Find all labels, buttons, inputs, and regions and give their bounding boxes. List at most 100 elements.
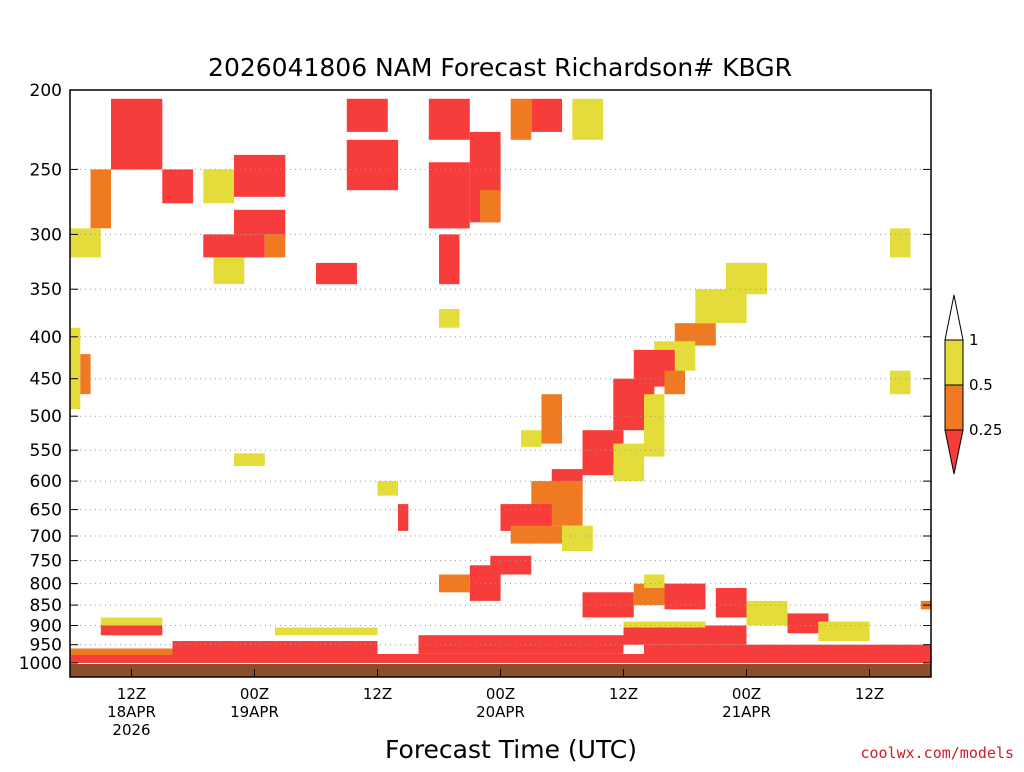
y-tick-label-800: 800 xyxy=(30,575,62,595)
heatmap-cells xyxy=(70,98,932,663)
heatmap-cell-7 xyxy=(203,234,265,258)
heatmap-cell-64 xyxy=(100,625,163,636)
legend-bin-025-05 xyxy=(944,384,964,431)
heatmap-cell-42 xyxy=(234,453,265,466)
heatmap-cell-5 xyxy=(234,154,286,197)
heatmap-cell-3 xyxy=(162,169,194,204)
heatmap-cell-15 xyxy=(439,234,460,285)
heatmap-cell-19 xyxy=(531,98,563,132)
legend-label-0: 1 xyxy=(969,331,979,349)
heatmap-cell-48 xyxy=(490,555,532,575)
y-tick-label-600: 600 xyxy=(30,472,62,492)
y-tick-label-650: 650 xyxy=(30,501,62,521)
heatmap-cell-31 xyxy=(613,443,645,482)
heatmap-cell-44 xyxy=(398,504,409,531)
heatmap-cell-0 xyxy=(111,98,163,170)
heatmap-cell-29 xyxy=(644,394,665,457)
x-tick-label-1-0: 00Z xyxy=(240,685,269,703)
x-tick-label-4-0: 12Z xyxy=(609,685,638,703)
heatmap-cell-32 xyxy=(541,394,562,444)
heatmap-cell-27 xyxy=(664,370,685,395)
heatmap-cell-1 xyxy=(90,169,111,229)
heatmap-cell-10 xyxy=(316,262,357,285)
heatmap-cell-14 xyxy=(428,162,470,229)
heatmap-cell-11 xyxy=(346,98,388,132)
heatmap-cell-20 xyxy=(572,98,604,140)
credit-text: coolwx.com/models xyxy=(860,744,1014,762)
heatmap-cell-63 xyxy=(100,617,163,626)
heatmap-cell-67 xyxy=(623,621,706,628)
heatmap-cell-24 xyxy=(674,323,716,346)
heatmap-cell-54 xyxy=(746,600,788,626)
x-tick-label-0-0: 12Z xyxy=(117,685,146,703)
y-tick-label-250: 250 xyxy=(30,160,62,180)
heatmap-cell-4 xyxy=(203,169,235,204)
y-tick-label-300: 300 xyxy=(30,225,62,245)
x-tick-label-3-1: 20APR xyxy=(476,703,525,721)
heatmap-cell-65 xyxy=(275,627,378,636)
x-axis-label: Forecast Time (UTC) xyxy=(385,735,637,764)
y-tick-label-350: 350 xyxy=(30,280,62,300)
y-tick-label-550: 550 xyxy=(30,441,62,461)
heatmap-cell-51 xyxy=(644,574,665,588)
heatmap-cell-13 xyxy=(428,98,470,140)
heatmap-cell-41 xyxy=(890,370,911,395)
x-tick-label-5-0: 00Z xyxy=(732,685,761,703)
y-axis-ticks: 200 250 300 350 400 450 500 550 600 650 700 750 8008… xyxy=(19,81,931,674)
x-tick-label-0-2: 2026 xyxy=(112,721,150,739)
y-tick-label-1000: 1000 xyxy=(19,654,62,674)
heatmap-cell-9 xyxy=(213,257,245,285)
heatmap-cell-40 xyxy=(80,354,91,395)
heatmap-cell-39 xyxy=(70,327,81,410)
x-tick-label-5-1: 21APR xyxy=(722,703,771,721)
heatmap-cell-58 xyxy=(70,654,931,663)
heatmap-cell-17 xyxy=(480,190,501,223)
legend-bin-lt025 xyxy=(944,429,964,475)
legend-label-2: 0.25 xyxy=(969,421,1002,439)
heatmap-cell-61 xyxy=(644,644,931,658)
heatmap-cell-23 xyxy=(695,289,747,324)
y-tick-label-850: 850 xyxy=(30,596,62,616)
legend-bin-05-1 xyxy=(944,339,964,386)
chart-title: 2026041806 NAM Forecast Richardson# KBGR xyxy=(208,53,792,82)
heatmap-cell-53 xyxy=(715,588,747,618)
heatmap-cell-43 xyxy=(377,481,398,496)
heatmap-cell-21 xyxy=(439,309,460,328)
pressure-gridlines xyxy=(70,168,931,646)
heatmap-cell-45 xyxy=(890,228,911,258)
heatmap-cell-6 xyxy=(234,209,286,235)
heatmap-cell-56 xyxy=(818,621,870,641)
legend-label-1: 0.5 xyxy=(969,376,993,394)
x-tick-label-0-1: 18APR xyxy=(107,703,156,721)
heatmap-cell-12 xyxy=(346,139,399,191)
heatmap-cell-38 xyxy=(562,525,593,551)
legend-colorbar: 1 0.5 0.25 xyxy=(944,294,1002,475)
y-tick-label-750: 750 xyxy=(30,552,62,572)
y-tick-label-400: 400 xyxy=(30,328,62,348)
heatmap-cell-50 xyxy=(633,583,665,606)
heatmap-cell-47 xyxy=(439,574,470,593)
x-tick-label-1-1: 19APR xyxy=(230,703,279,721)
heatmap-cell-66 xyxy=(623,625,747,645)
y-tick-label-200: 200 xyxy=(30,81,62,101)
legend-bin-gt1 xyxy=(944,294,964,341)
heatmap-cell-62 xyxy=(70,648,173,656)
y-tick-label-700: 700 xyxy=(30,527,62,547)
heatmap-cell-18 xyxy=(510,98,532,140)
x-tick-label-6-0: 12Z xyxy=(855,685,884,703)
y-tick-label-900: 900 xyxy=(30,617,62,637)
x-tick-label-2-0: 12Z xyxy=(363,685,392,703)
y-tick-label-500: 500 xyxy=(30,407,62,427)
heatmap-cell-59 xyxy=(172,641,378,654)
heatmap-cell-2 xyxy=(70,228,101,258)
x-tick-label-3-0: 00Z xyxy=(486,685,515,703)
heatmap-cell-55 xyxy=(787,613,829,634)
heatmap-cell-37 xyxy=(510,525,562,544)
y-tick-label-450: 450 xyxy=(30,370,62,390)
y-tick-label-950: 950 xyxy=(30,636,62,656)
heatmap-cell-33 xyxy=(521,430,542,447)
heatmap-cell-8 xyxy=(264,234,286,258)
